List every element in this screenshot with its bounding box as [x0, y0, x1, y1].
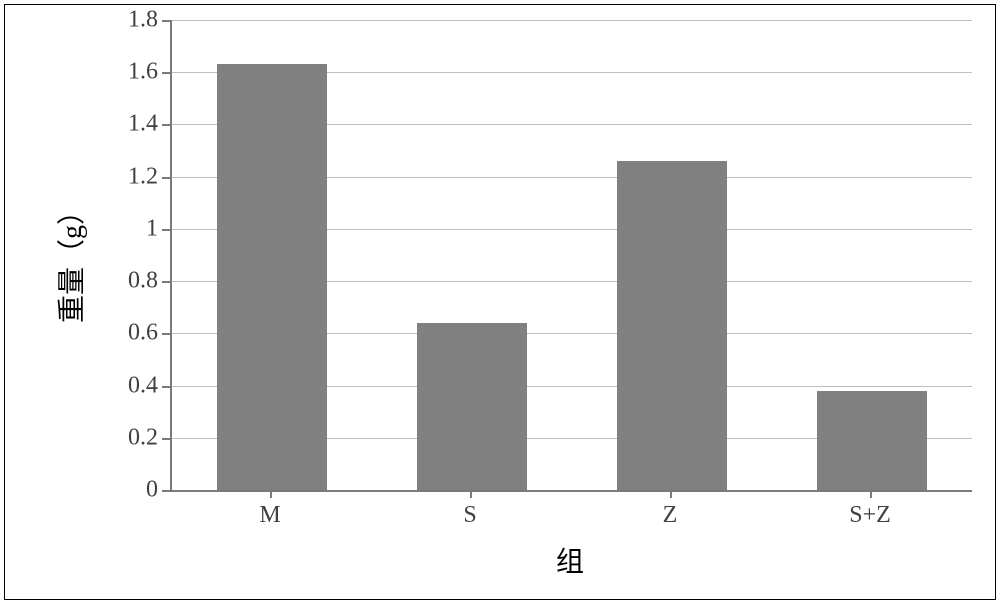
x-tick-mark	[270, 490, 272, 498]
x-tick-label: Z	[663, 502, 678, 529]
y-tick-mark	[162, 72, 170, 74]
y-tick-mark	[162, 438, 170, 440]
x-tick-label: S	[463, 502, 476, 529]
y-tick-mark	[162, 490, 170, 492]
chart-container: 重量（g） 组 0 0.2 0.4 0.6 0.8 1 1.2 1.4 1.6 1.8 M S Z S+Z	[0, 0, 1000, 604]
y-tick-mark	[162, 281, 170, 283]
y-tick-label: 0.2	[110, 424, 158, 451]
bar	[617, 161, 727, 490]
y-tick-label: 1	[110, 215, 158, 242]
bar	[417, 323, 527, 490]
plot-area	[170, 20, 972, 492]
y-tick-label: 1.6	[110, 59, 158, 86]
y-axis-label: 重量（g）	[50, 190, 90, 330]
x-tick-mark	[670, 490, 672, 498]
y-tick-label: 0.6	[110, 320, 158, 347]
y-tick-mark	[162, 20, 170, 22]
x-tick-label: S+Z	[849, 502, 891, 529]
y-tick-mark	[162, 177, 170, 179]
gridline	[172, 20, 972, 21]
y-tick-mark	[162, 333, 170, 335]
x-tick-mark	[870, 490, 872, 498]
bar	[217, 64, 327, 490]
y-tick-mark	[162, 229, 170, 231]
x-axis-label: 组	[540, 540, 600, 580]
y-tick-label: 0.4	[110, 372, 158, 399]
y-tick-mark	[162, 386, 170, 388]
x-tick-label: M	[259, 502, 280, 529]
y-tick-label: 1.4	[110, 111, 158, 138]
y-tick-label: 0	[110, 477, 158, 504]
y-tick-label: 0.8	[110, 268, 158, 295]
y-tick-mark	[162, 124, 170, 126]
bar	[817, 391, 927, 490]
y-tick-label: 1.2	[110, 163, 158, 190]
y-tick-label: 1.8	[110, 7, 158, 34]
x-tick-mark	[470, 490, 472, 498]
